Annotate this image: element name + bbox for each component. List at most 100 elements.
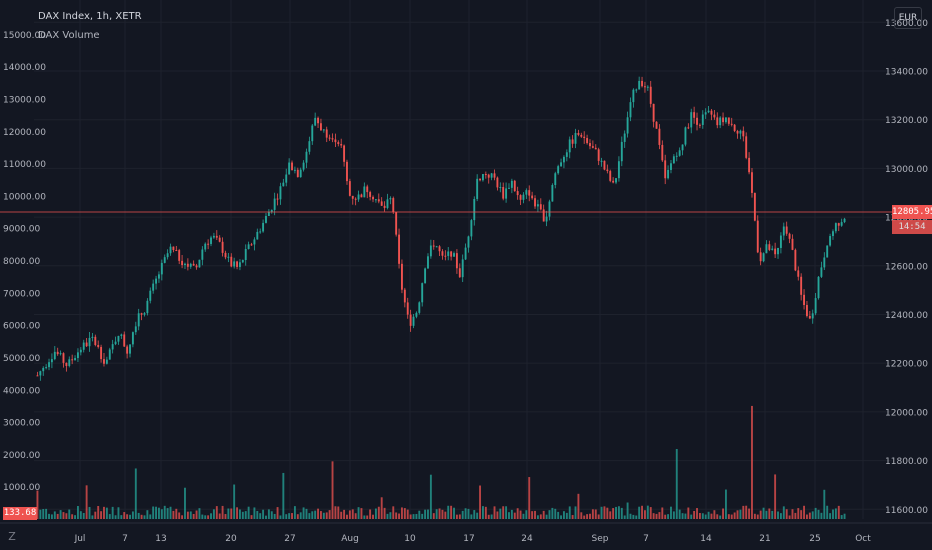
volume-bar bbox=[169, 506, 172, 519]
volume-bar bbox=[160, 509, 163, 519]
volume-bar bbox=[146, 510, 149, 519]
candle-body bbox=[377, 199, 380, 202]
volume-bar bbox=[265, 515, 267, 519]
candle-body bbox=[782, 226, 785, 236]
candle-body bbox=[597, 149, 600, 161]
candle-body bbox=[762, 253, 765, 262]
volume-bar bbox=[513, 512, 516, 519]
volume-bar bbox=[725, 489, 727, 519]
candle-body bbox=[285, 174, 288, 183]
volume-bar bbox=[519, 510, 522, 519]
candle-body bbox=[565, 152, 568, 157]
volume-bar bbox=[432, 513, 435, 519]
candle-body bbox=[678, 150, 681, 156]
volume-bar bbox=[612, 508, 615, 519]
volume-bar bbox=[635, 515, 638, 519]
candle-body bbox=[429, 245, 432, 257]
volume-bar bbox=[626, 502, 629, 519]
volume-bar bbox=[230, 508, 233, 519]
volume-bar bbox=[79, 511, 82, 519]
candle-body bbox=[108, 349, 111, 360]
candle-body bbox=[221, 241, 224, 253]
volume-bar bbox=[496, 511, 499, 519]
candle-body bbox=[649, 86, 652, 104]
candle-body bbox=[186, 263, 189, 267]
time-axis-tick: 21 bbox=[759, 534, 770, 544]
volume-bar bbox=[748, 508, 751, 519]
volume-bar bbox=[499, 508, 502, 519]
left-axis-tick: 12000.00 bbox=[3, 128, 46, 138]
volume-bar bbox=[698, 512, 701, 519]
candle-body bbox=[299, 169, 302, 178]
candle-body bbox=[826, 245, 829, 258]
candle-body bbox=[369, 192, 372, 197]
countdown-tag: 14:54 bbox=[892, 220, 932, 234]
volume-bar bbox=[374, 508, 377, 519]
timezone-icon[interactable]: Z bbox=[8, 530, 16, 543]
volume-bar bbox=[71, 514, 74, 519]
candle-body bbox=[661, 144, 664, 161]
volume-bar bbox=[91, 515, 94, 519]
volume-bar bbox=[542, 510, 545, 519]
volume-bar bbox=[346, 514, 348, 519]
candle-body bbox=[444, 255, 447, 257]
volume-bar bbox=[580, 512, 583, 519]
right-price-axis[interactable]: 13600.0013400.0013200.0013000.0012800.00… bbox=[885, 19, 928, 516]
volume-bar bbox=[65, 513, 68, 519]
volume-bar bbox=[765, 510, 768, 519]
volume-bar bbox=[577, 493, 580, 519]
volume-bar bbox=[768, 508, 771, 519]
candle-body bbox=[690, 112, 693, 128]
candle-body bbox=[453, 253, 455, 257]
volume-bar bbox=[779, 513, 782, 519]
candle-body bbox=[652, 103, 655, 122]
volume-bar bbox=[574, 506, 577, 519]
candle-body bbox=[77, 352, 79, 359]
volume-bar bbox=[253, 507, 256, 519]
volume-bar bbox=[484, 506, 487, 519]
volume-bar bbox=[756, 514, 759, 519]
candle-body bbox=[450, 251, 453, 257]
volume-bar bbox=[178, 512, 181, 519]
volume-bar bbox=[759, 510, 762, 519]
candle-body bbox=[117, 335, 120, 342]
volume-bar bbox=[675, 449, 678, 519]
left-axis-tick: 14000.00 bbox=[3, 63, 46, 73]
volume-bar bbox=[476, 512, 479, 519]
volume-bar bbox=[114, 515, 117, 519]
volume-bar bbox=[777, 511, 779, 519]
candle-body bbox=[178, 250, 181, 261]
time-axis[interactable]: Jul 7 13 20 27 Aug 10 17 24 Sep 7 14 21 25 Oct bbox=[0, 522, 932, 544]
candle-body bbox=[172, 246, 175, 250]
candle-body bbox=[710, 110, 713, 115]
left-axis-tick: 3000.00 bbox=[3, 419, 40, 429]
candle-body bbox=[314, 117, 317, 126]
candle-body bbox=[262, 222, 265, 232]
candle-body bbox=[201, 249, 204, 260]
candle-body bbox=[603, 160, 606, 170]
volume-bar bbox=[215, 506, 218, 519]
candle-body bbox=[259, 231, 262, 233]
candle-body bbox=[195, 265, 198, 268]
candle-body bbox=[510, 180, 513, 188]
currency-button[interactable]: EUR bbox=[894, 7, 922, 29]
candle-body bbox=[684, 127, 687, 145]
volume-bar bbox=[68, 509, 71, 519]
volume-bar bbox=[233, 484, 236, 519]
candle-body bbox=[479, 178, 481, 181]
volume-bar bbox=[314, 510, 317, 519]
volume-bar bbox=[59, 510, 62, 519]
time-axis-tick: 7 bbox=[122, 534, 128, 544]
candle-body bbox=[658, 128, 661, 145]
volume-bar bbox=[409, 514, 412, 519]
volume-bar bbox=[525, 510, 528, 519]
candle-body bbox=[612, 180, 615, 183]
left-volume-axis[interactable]: 15000.00 14000.00 13000.00 12000.00 11000.00… bbox=[3, 31, 46, 493]
volume-bar bbox=[97, 505, 100, 519]
candle-body bbox=[693, 112, 696, 118]
volume-bar bbox=[325, 512, 328, 519]
volume-bar bbox=[820, 512, 823, 519]
volume-bar bbox=[285, 514, 288, 519]
volume-bar bbox=[808, 512, 811, 519]
